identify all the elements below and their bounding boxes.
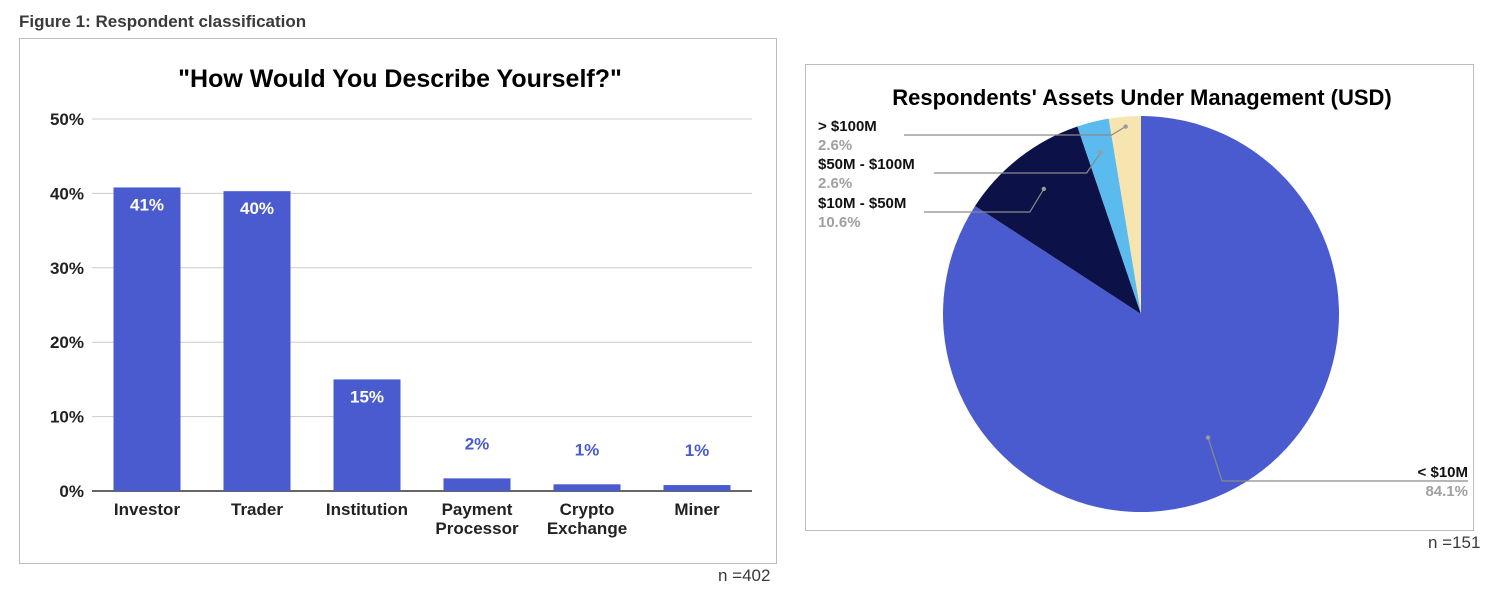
bar-data-label: 40% [240,199,274,218]
leader-line [934,152,1102,174]
x-tick-label: Miner [674,500,720,519]
pie-chart-title: Respondents' Assets Under Management (US… [892,85,1392,110]
bar [333,379,401,491]
pie-slice-label: $10M - $50M [818,195,906,212]
pie-slice-label: $50M - $100M [818,156,915,173]
leader-dot [1123,124,1128,129]
y-tick-label: 30% [50,259,84,278]
pie-chart-panel: Respondents' Assets Under Management (US… [805,64,1474,531]
x-tick-label: Investor [114,500,181,519]
y-tick-label: 10% [50,408,84,427]
x-tick-label: Institution [326,500,408,519]
y-tick-label: 40% [50,184,84,203]
figure-title: Figure 1: Respondent classification [19,12,307,31]
leader-line [924,188,1045,213]
bar [553,484,621,491]
y-tick-label: 20% [50,333,84,352]
pie-slice-value: 2.6% [818,137,852,154]
bar-chart-sample-size: n =402 [718,566,771,585]
pie-slice [1108,116,1141,314]
pie-chart-sample-size: n =151 [1428,533,1481,552]
x-tick-label: Trader [231,500,283,519]
leader-dot [1205,435,1211,440]
bar [223,191,291,491]
x-tick-label: Processor [435,519,519,538]
bar-chart-panel: "How Would You Describe Yourself?" 0% 10% 2… [19,38,777,564]
x-tick-label: Payment [442,500,513,519]
bar-chart: "How Would You Describe Yourself?" 0% 10% 2… [50,65,752,538]
leader-line [904,126,1126,136]
pie-slice-value: 10.6% [818,214,861,231]
leader-line [1207,437,1468,482]
bar-data-label: 41% [130,195,164,214]
bar [663,485,731,491]
leader-dot [1098,150,1103,155]
bar [443,478,511,491]
pie-slice-value: 84.1% [1425,483,1468,500]
x-tick-label: Exchange [547,519,627,538]
pie-slice-label: < $10M [1418,464,1468,481]
bar-data-label: 1% [685,441,710,460]
bar-chart-title: "How Would You Describe Yourself?" [178,65,622,93]
pie-slice [1077,118,1141,314]
bar [113,187,181,491]
y-tick-label: 0% [59,482,84,501]
y-tick-label: 50% [50,110,84,129]
leader-dot [1041,186,1047,192]
bar-data-label: 15% [350,387,384,406]
bar-data-label: 1% [575,440,600,459]
pie-chart: Respondents' Assets Under Management (US… [818,85,1468,512]
pie-slice-label: > $100M [818,118,877,135]
x-tick-label: Crypto [560,500,615,519]
pie-slice-value: 2.6% [818,175,852,192]
bar-data-label: 2% [465,434,490,453]
